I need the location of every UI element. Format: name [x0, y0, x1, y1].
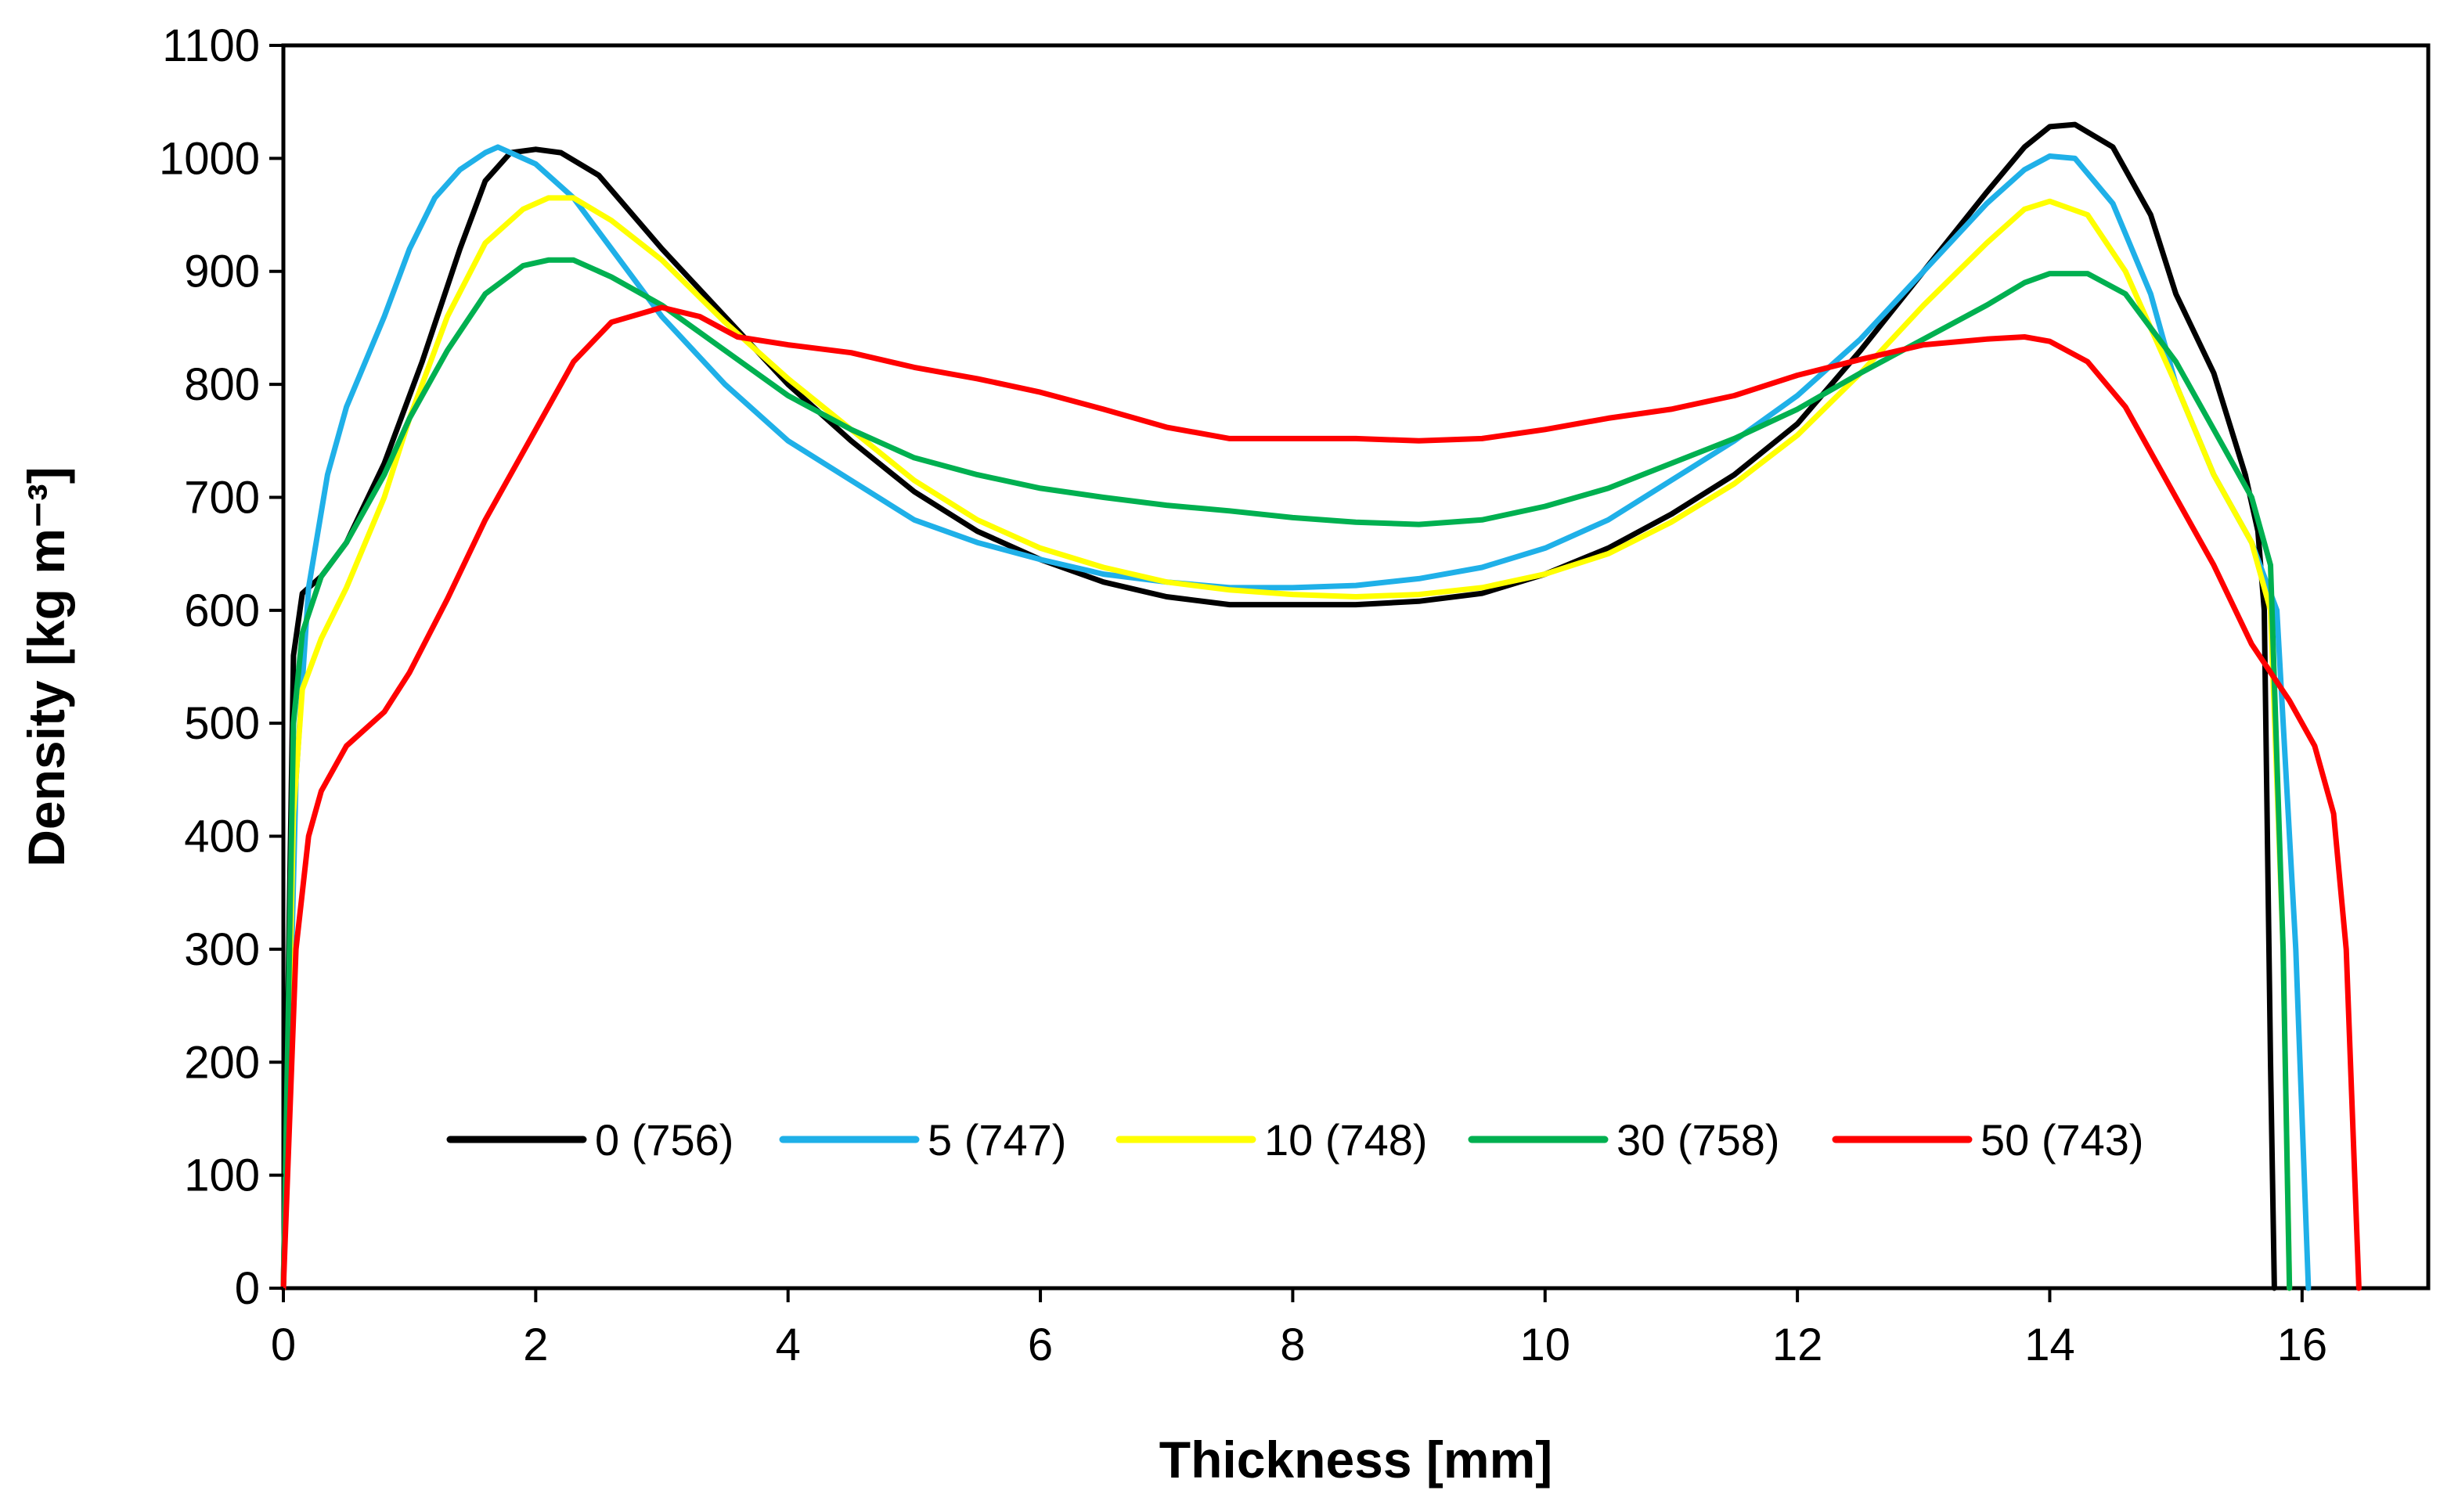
y-axis-ticks: 0 100 200 300 400 500 600 700 800 900 1000 1100: [159, 20, 283, 1314]
legend: 0 (756) 5 (747) 10 (748) 30 (758) 50 (743): [446, 1115, 2144, 1165]
y-tick-label: 1000: [159, 133, 260, 184]
x-tick-label: 4: [776, 1319, 801, 1370]
y-tick-label: 100: [184, 1150, 260, 1201]
x-tick-label: 2: [523, 1319, 548, 1370]
series-layer: [280, 121, 2362, 1291]
legend-label: 10 (748): [1264, 1115, 1428, 1165]
y-tick-label: 1100: [162, 20, 260, 71]
y-tick-label: 800: [184, 359, 260, 410]
series-line-3: [280, 257, 2293, 1291]
x-axis-title: Thickness [mm]: [1159, 1431, 1552, 1489]
x-tick-label: 0: [271, 1319, 296, 1370]
y-tick-label: 700: [184, 472, 260, 523]
x-tick-label: 8: [1280, 1319, 1305, 1370]
y-tick-label: 900: [184, 247, 260, 297]
y-axis-title: Density [kg m⁻³]: [17, 466, 75, 867]
legend-label: 50 (743): [1980, 1115, 2144, 1165]
x-tick-label: 6: [1028, 1319, 1053, 1370]
x-tick-label: 10: [1520, 1319, 1571, 1370]
legend-label: 30 (758): [1616, 1115, 1780, 1165]
y-tick-label: 600: [184, 585, 260, 636]
y-tick-label: 0: [235, 1263, 260, 1314]
x-axis-ticks: 0 2 4 6 8 10 12 14 16: [271, 1288, 2327, 1370]
series-line-4: [280, 304, 2362, 1291]
legend-label: 5 (747): [928, 1115, 1066, 1165]
y-tick-label: 500: [184, 698, 260, 749]
y-tick-label: 200: [184, 1037, 260, 1088]
legend-label: 0 (756): [595, 1115, 733, 1165]
x-tick-label: 14: [2024, 1319, 2075, 1370]
series-line-0: [280, 121, 2277, 1291]
y-tick-label: 300: [184, 924, 260, 975]
series-line-2: [280, 195, 2293, 1291]
x-tick-label: 16: [2277, 1319, 2328, 1370]
x-tick-label: 12: [1772, 1319, 1823, 1370]
y-tick-label: 400: [184, 812, 260, 862]
plot-area: [281, 43, 2431, 1291]
